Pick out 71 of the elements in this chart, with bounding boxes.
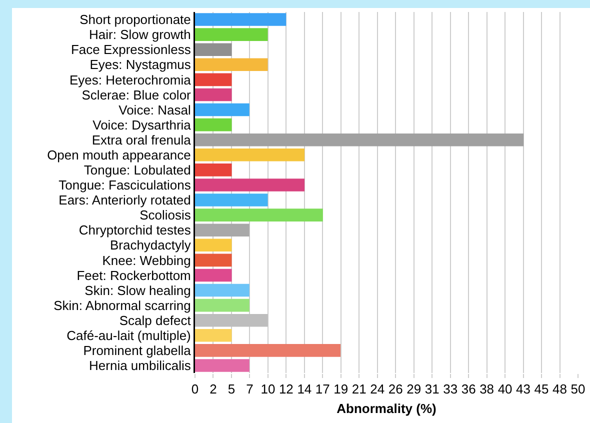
y-tick-label: Skin: Slow healing	[84, 282, 191, 298]
x-tick-label: 21	[352, 382, 366, 397]
y-tick-label: Prominent glabella	[83, 342, 192, 358]
y-tick-label: Tongue: Fasciculations	[58, 178, 192, 193]
bar	[195, 103, 250, 116]
y-tick-label: Voice: Nasal	[118, 102, 192, 118]
bar	[195, 88, 232, 102]
x-tick-label: 2	[210, 382, 217, 397]
y-tick-label: Skin: Abnormal scarring	[54, 298, 191, 313]
bar	[195, 73, 232, 86]
y-tick-label: Scalp defect	[119, 312, 192, 328]
bar	[195, 254, 232, 267]
y-tick-label: Feet: Rockerbottom	[76, 268, 191, 283]
bar	[195, 208, 323, 222]
x-tick-label: 43	[516, 382, 531, 397]
x-tick-label: 17	[315, 382, 330, 397]
x-tick-label: 5	[228, 382, 236, 397]
y-tick-label: Open mouth appearance	[47, 147, 191, 162]
bar	[195, 314, 268, 327]
x-tick-label: 24	[370, 382, 385, 397]
x-tick-label: 31	[424, 382, 440, 397]
x-tick-label: 7	[246, 382, 254, 397]
bar	[195, 118, 232, 132]
y-tick-label: Knee: Webbing	[102, 252, 191, 268]
x-tick-label: 29	[406, 382, 422, 397]
bar	[195, 28, 268, 41]
x-tick-label: 14	[297, 382, 312, 397]
y-tick-label: Voice: Dysarthria	[92, 117, 192, 132]
bar	[195, 164, 232, 176]
x-tick-label: 40	[498, 382, 512, 397]
y-tick-label: Face Expressionless	[70, 42, 192, 58]
bar	[195, 13, 286, 26]
x-axis-title: Abnormality (%)	[336, 401, 436, 416]
y-tick-label: Tongue: Lobulated	[84, 162, 191, 178]
bar	[195, 133, 524, 146]
bar	[195, 344, 341, 357]
x-tick-label: 19	[334, 382, 348, 397]
bar	[195, 329, 232, 342]
y-tick-label: Sclerae: Blue color	[82, 87, 192, 102]
y-tick-label: Hernia umbilicalis	[89, 358, 192, 374]
y-tick-label: Brachydactyly	[110, 238, 192, 253]
bar	[195, 178, 305, 192]
y-tick-label: Café-au-lait (multiple)	[66, 328, 191, 343]
bar	[195, 359, 250, 372]
bar	[195, 284, 250, 297]
y-tick-label: Hair: Slow growth	[89, 27, 191, 42]
bar	[195, 148, 305, 162]
x-tick-label: 26	[388, 382, 403, 397]
x-tick-label: 48	[552, 382, 567, 397]
bar	[195, 238, 232, 252]
bar	[195, 43, 232, 56]
x-tick-label: 45	[534, 382, 549, 397]
bar	[195, 268, 232, 282]
y-tick-label: Short proportionate	[80, 12, 191, 28]
bar	[195, 298, 250, 312]
x-tick-label: 36	[461, 382, 476, 397]
x-tick-label: 10	[260, 382, 276, 397]
x-tick-label: 33	[443, 382, 458, 397]
y-tick-label: Eyes: Nystagmus	[90, 57, 192, 72]
x-tick-label: 38	[480, 382, 494, 397]
y-tick-label: Scoliosis	[140, 208, 192, 223]
y-tick-label: Chryptorchid testes	[78, 222, 192, 238]
y-tick-label: Eyes: Heterochromia	[70, 72, 192, 88]
bar	[195, 194, 268, 206]
x-tick-label: 12	[278, 382, 294, 397]
bar	[195, 58, 268, 72]
y-tick-label: Ears: Anteriorly rotated	[58, 192, 191, 208]
y-tick-label: Extra oral frenula	[92, 132, 192, 148]
bar	[195, 224, 250, 236]
x-tick-label: 0	[191, 382, 199, 397]
x-tick-label: 50	[570, 382, 586, 397]
